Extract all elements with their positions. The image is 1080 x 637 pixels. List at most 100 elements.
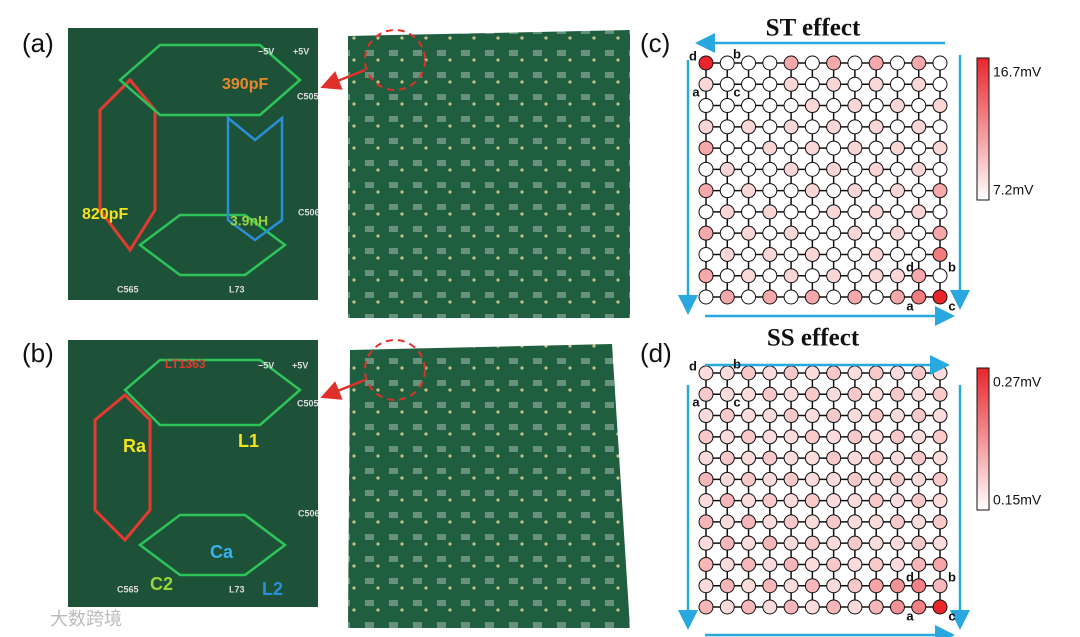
node bbox=[804, 535, 820, 551]
node bbox=[804, 55, 820, 71]
corner-label: d bbox=[689, 358, 697, 373]
board-label: 390pF bbox=[222, 76, 268, 93]
node bbox=[826, 225, 842, 241]
node bbox=[741, 119, 757, 135]
node bbox=[868, 161, 884, 177]
corner-label: b bbox=[733, 356, 741, 371]
node bbox=[741, 556, 757, 572]
colorbar-label: 7.2mV bbox=[993, 182, 1034, 198]
node bbox=[698, 76, 714, 92]
node bbox=[804, 556, 820, 572]
colorbar-label: 16.7mV bbox=[993, 64, 1042, 80]
node bbox=[868, 246, 884, 262]
node bbox=[762, 408, 778, 424]
board-label: C505 bbox=[297, 398, 319, 408]
node bbox=[762, 76, 778, 92]
node bbox=[868, 76, 884, 92]
node bbox=[804, 98, 820, 114]
node bbox=[889, 246, 905, 262]
node bbox=[719, 578, 735, 594]
node bbox=[741, 578, 757, 594]
board-label: C565 bbox=[117, 584, 139, 594]
node bbox=[719, 161, 735, 177]
node bbox=[847, 161, 863, 177]
node bbox=[932, 225, 948, 241]
node bbox=[826, 76, 842, 92]
node bbox=[889, 98, 905, 114]
node bbox=[719, 140, 735, 156]
node bbox=[826, 140, 842, 156]
node bbox=[868, 450, 884, 466]
node bbox=[719, 204, 735, 220]
node bbox=[698, 289, 714, 305]
node bbox=[911, 535, 927, 551]
node bbox=[783, 535, 799, 551]
node bbox=[847, 429, 863, 445]
node bbox=[826, 429, 842, 445]
node bbox=[826, 556, 842, 572]
node bbox=[783, 386, 799, 402]
node bbox=[868, 55, 884, 71]
node bbox=[762, 119, 778, 135]
node bbox=[698, 535, 714, 551]
node bbox=[932, 268, 948, 284]
node bbox=[932, 161, 948, 177]
corner-label: a bbox=[692, 84, 700, 99]
node bbox=[741, 535, 757, 551]
board-label: +5V bbox=[292, 360, 308, 370]
node bbox=[804, 599, 820, 615]
outline bbox=[137, 213, 288, 277]
node bbox=[868, 408, 884, 424]
node bbox=[741, 450, 757, 466]
node bbox=[932, 386, 948, 402]
node bbox=[868, 471, 884, 487]
node bbox=[762, 599, 778, 615]
node bbox=[868, 98, 884, 114]
node bbox=[741, 98, 757, 114]
node bbox=[762, 268, 778, 284]
node bbox=[889, 450, 905, 466]
node bbox=[719, 225, 735, 241]
node bbox=[698, 599, 714, 615]
node bbox=[932, 535, 948, 551]
node bbox=[911, 599, 927, 615]
node bbox=[911, 161, 927, 177]
node bbox=[911, 578, 927, 594]
node bbox=[932, 98, 948, 114]
node bbox=[932, 429, 948, 445]
node bbox=[826, 289, 842, 305]
outline bbox=[98, 77, 157, 253]
node bbox=[804, 365, 820, 381]
node bbox=[889, 408, 905, 424]
node bbox=[847, 55, 863, 71]
array-photo bbox=[348, 344, 630, 628]
board-label: C2 bbox=[150, 574, 173, 594]
node bbox=[762, 246, 778, 262]
node bbox=[741, 161, 757, 177]
outline bbox=[226, 115, 284, 242]
node bbox=[762, 386, 778, 402]
board-label: Ca bbox=[210, 542, 234, 562]
node bbox=[932, 119, 948, 135]
node bbox=[868, 140, 884, 156]
node bbox=[741, 493, 757, 509]
colorbar-label: 0.15mV bbox=[993, 492, 1042, 508]
node bbox=[911, 408, 927, 424]
node bbox=[932, 183, 948, 199]
node bbox=[911, 225, 927, 241]
board-label: C565 bbox=[117, 284, 139, 294]
node bbox=[932, 514, 948, 530]
node bbox=[719, 493, 735, 509]
node bbox=[783, 204, 799, 220]
node bbox=[826, 119, 842, 135]
node bbox=[698, 204, 714, 220]
node bbox=[911, 246, 927, 262]
node bbox=[911, 471, 927, 487]
node bbox=[719, 599, 735, 615]
node bbox=[804, 429, 820, 445]
node bbox=[783, 183, 799, 199]
node bbox=[911, 386, 927, 402]
board-label: +5V bbox=[293, 46, 309, 56]
node bbox=[932, 55, 948, 71]
node bbox=[762, 365, 778, 381]
